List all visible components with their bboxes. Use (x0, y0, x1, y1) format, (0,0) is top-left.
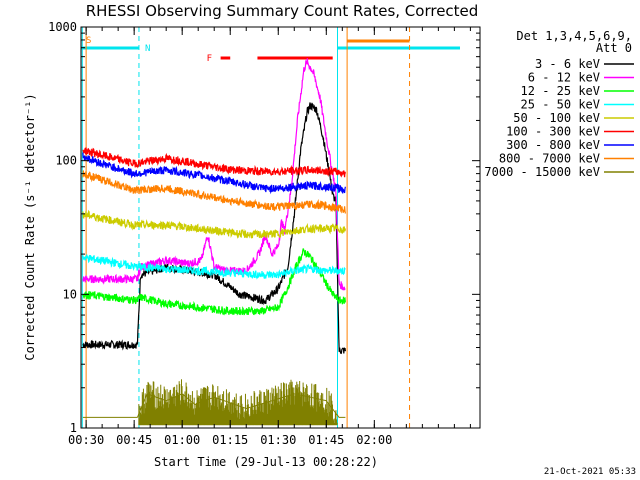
series-line (82, 393, 346, 418)
legend-entry-label: 300 - 800 keV (506, 138, 600, 152)
legend-entry-label: 12 - 25 keV (521, 84, 600, 98)
legend-entry-label: 7000 - 15000 keV (484, 165, 600, 179)
footer-timestamp: 21-Oct-2021 05:33 (544, 467, 636, 477)
x-tick-label: 01:30 (260, 433, 296, 447)
series-6-12-kev (82, 58, 346, 291)
series-12-25-kev (82, 248, 346, 316)
x-axis-label: Start Time (29-Jul-13 00:28:22) (154, 455, 378, 469)
night-flag-label: N (145, 44, 150, 54)
x-tick-label: 00:30 (68, 433, 104, 447)
saa-flag-label: S (86, 36, 91, 46)
x-tick-label: 00:45 (116, 433, 152, 447)
legend-entry-label: 50 - 100 keV (513, 111, 600, 125)
y-tick-label: 1 (70, 421, 77, 435)
series-800-7000-kev (82, 170, 346, 214)
chart-title: RHESSI Observing Summary Count Rates, Co… (86, 2, 479, 20)
y-tick-label: 10 (63, 287, 77, 301)
x-tick-label: 01:00 (164, 433, 200, 447)
x-tick-label: 02:00 (356, 433, 392, 447)
x-tick-label: 01:15 (212, 433, 248, 447)
y-tick-label: 1000 (48, 20, 77, 34)
legend-entry-label: 3 - 6 keV (535, 57, 600, 71)
flare-flag-label: F (207, 54, 212, 64)
axes: 1 10 100 1000 00:30 00:45 01:00 01:15 01:30 01:45… (48, 20, 481, 447)
series-50-100-kev (82, 209, 346, 239)
series-7000-15000-kev (82, 379, 346, 426)
legend-header: Det 1,3,4,5,6,9, (516, 29, 632, 43)
legend-entry-label: 800 - 7000 keV (499, 152, 600, 166)
y-axis-label: Corrected Count Rate (s⁻¹ detector⁻¹) (23, 93, 37, 360)
legend-entry-label: 100 - 300 keV (506, 125, 600, 139)
legend-entry-label: 6 - 12 keV (528, 71, 600, 85)
series-300-800-kev (82, 152, 346, 195)
series-100-300-kev (82, 147, 346, 178)
x-tick-label: 01:45 (308, 433, 344, 447)
y-tick-label: 100 (55, 154, 77, 168)
legend-header: Att 0 (596, 41, 632, 55)
plot-frame (80, 26, 481, 429)
plot-area: S N F (81, 27, 460, 428)
legend-entry-label: 25 - 50 keV (521, 98, 600, 112)
series-25-50-kev (82, 254, 346, 280)
